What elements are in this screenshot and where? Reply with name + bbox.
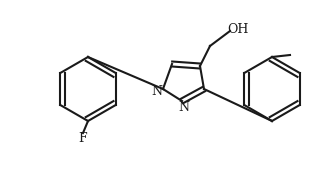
Text: N: N	[178, 100, 189, 113]
Text: N: N	[152, 84, 163, 97]
Text: F: F	[79, 132, 87, 145]
Text: OH: OH	[227, 23, 249, 36]
